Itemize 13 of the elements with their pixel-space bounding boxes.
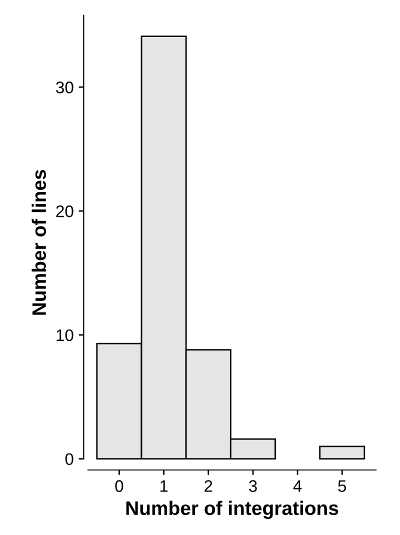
x-tick-label: 1 — [160, 480, 168, 492]
y-tick-label: 10 — [56, 329, 74, 342]
x-tick-label: 3 — [248, 480, 257, 492]
x-tick-label: 5 — [338, 480, 346, 492]
x-tick-label: 0 — [115, 480, 124, 492]
x-tick-label: 2 — [204, 480, 212, 492]
y-axis-title: Number of lines — [32, 170, 46, 315]
bar — [319, 446, 366, 460]
y-tick-label: 20 — [56, 205, 74, 218]
y-tick-label: 30 — [56, 82, 74, 94]
x-axis-title: Number of integrations — [126, 500, 338, 520]
x-tick-label: 4 — [293, 480, 302, 492]
y-tick-label: 0 — [65, 453, 74, 466]
